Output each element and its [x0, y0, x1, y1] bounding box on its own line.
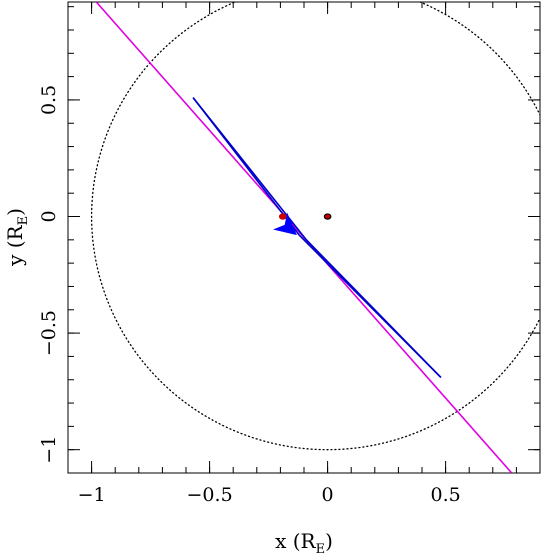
y-tick-label: −0.5 [38, 310, 60, 356]
axis-ticks [67, 2, 541, 474]
body-marker-1 [278, 213, 287, 220]
orbit-circle [91, 2, 540, 451]
plot-inner [91, 2, 540, 473]
y-tick-label: 0.5 [38, 85, 60, 115]
x-axis-label: x (RE) [275, 529, 333, 555]
series-group [91, 2, 540, 473]
x-tick-label: −1 [78, 484, 106, 506]
y-tick-label: −1 [38, 436, 60, 464]
body-marker-0 [323, 213, 332, 220]
direction-arrow [272, 212, 297, 236]
series-line-2 [192, 97, 442, 378]
tick-labels: −1 −0.5 0 0.5 −1 −0.5 0 0.5 [38, 85, 461, 506]
series-line-3 [192, 97, 442, 378]
x-tick-label: 0 [322, 484, 334, 506]
y-axis-label: y (RE) [3, 208, 31, 267]
y-tick-label: 0 [38, 210, 60, 222]
x-tick-label: −0.5 [187, 484, 233, 506]
x-tick-label: 0.5 [430, 484, 460, 506]
